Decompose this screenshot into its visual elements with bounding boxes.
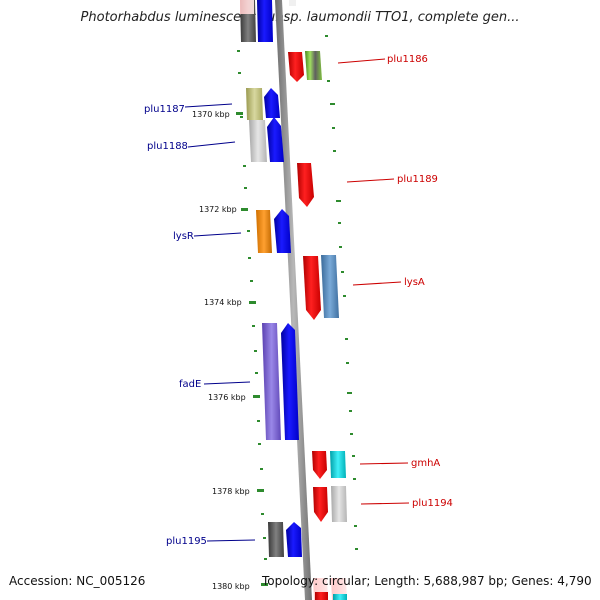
cds-arrow-plu1188[interactable]: [267, 117, 284, 162]
cds-arrow-gmhA[interactable]: [312, 451, 327, 479]
feature-plu1194[interactable]: [331, 486, 347, 522]
left-label-leaders: [184, 103, 256, 542]
tick-label-1376kbp: 1376 kbp: [208, 393, 246, 402]
feature-plu1187[interactable]: [246, 88, 263, 120]
tick-label-1374kbp: 1374 kbp: [204, 298, 242, 307]
gene-label-plu1188[interactable]: plu1188: [147, 141, 188, 152]
genome-backbone: [275, 0, 312, 600]
map-title: Photorhabdus luminescens subsp. laumondi…: [80, 10, 520, 25]
tick-label-1372kbp: 1372 kbp: [199, 205, 237, 214]
tick-label-1370kbp: 1370 kbp: [192, 110, 230, 119]
cds-arrow-lysR[interactable]: [274, 209, 291, 253]
top-edge-features: [240, 0, 296, 42]
bottom-edge-features: [313, 578, 347, 600]
gene-label-plu1189[interactable]: plu1189: [397, 174, 438, 185]
feature-plu1186[interactable]: [305, 51, 322, 80]
gene-label-lysR[interactable]: lysR: [173, 231, 194, 242]
cds-arrow-plu1189[interactable]: [297, 163, 314, 207]
feature-plu1195[interactable]: [268, 522, 284, 557]
inner-track-boundary: [237, 50, 267, 560]
feature-lysA[interactable]: [321, 255, 339, 318]
gene-label-lysA[interactable]: lysA: [404, 277, 425, 288]
cds-arrow-plu1195[interactable]: [286, 522, 302, 557]
cds-arrow-plu1186[interactable]: [288, 52, 304, 82]
gene-label-fadE[interactable]: fadE: [179, 379, 201, 390]
accession-text: Accession: NC_005126: [9, 574, 146, 588]
outer-track-boundary: [325, 35, 358, 550]
gene-label-plu1194[interactable]: plu1194: [412, 498, 453, 509]
gene-label-plu1186[interactable]: plu1186: [387, 54, 428, 65]
right-label-leaders: [337, 58, 410, 505]
topology-text: Topology: circular; Length: 5,688,987 bp…: [262, 574, 592, 588]
gene-label-gmhA[interactable]: gmhA: [411, 458, 440, 469]
cds-arrow-plu1187[interactable]: [264, 88, 280, 118]
feature-plu1188[interactable]: [249, 120, 267, 162]
cds-arrow-lysA[interactable]: [303, 256, 321, 320]
tick-label-1378kbp: 1378 kbp: [212, 487, 250, 496]
cds-arrow-fadE[interactable]: [281, 323, 299, 440]
kbp-tick-marks: [236, 112, 268, 586]
cds-arrow-plu1194[interactable]: [313, 487, 328, 522]
feature-fadE[interactable]: [262, 323, 281, 440]
feature-gmhA[interactable]: [330, 451, 346, 478]
gene-label-plu1187[interactable]: plu1187: [144, 104, 185, 115]
tick-label-1380kbp: 1380 kbp: [212, 582, 250, 591]
feature-lysR[interactable]: [256, 210, 272, 253]
gene-label-plu1195[interactable]: plu1195: [166, 536, 207, 547]
